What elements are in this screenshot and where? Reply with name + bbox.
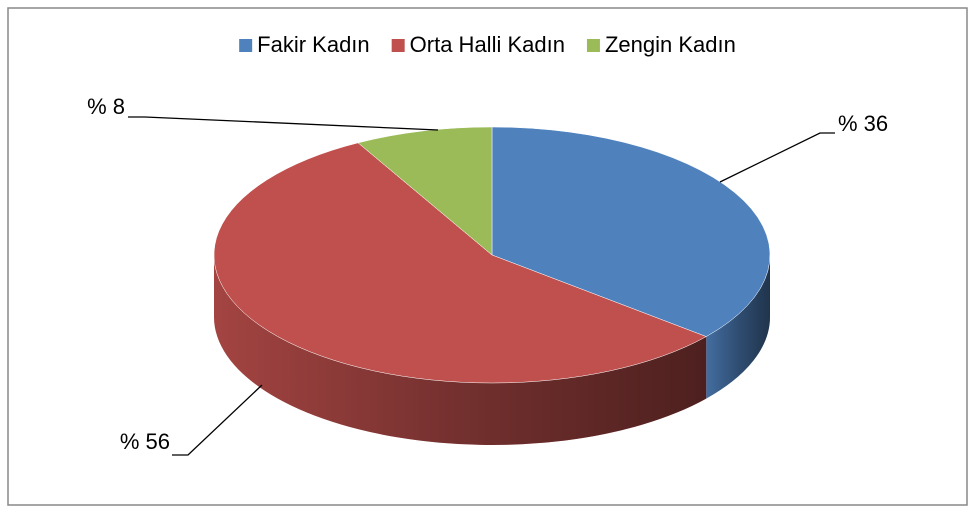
legend-swatch [586,39,600,52]
slice [357,126,493,256]
legend-label: Fakir Kadın [257,32,370,57]
slice-side-shade [214,255,707,446]
slice [491,126,771,337]
data-label: % 8 [87,94,125,119]
data-label: % 36 [838,111,888,136]
slice [213,142,707,384]
legend-label: Zengin Kadın [605,32,736,57]
legend-swatch [239,39,253,52]
leader-line [172,384,263,456]
slice-side-shade [706,255,770,399]
leader-line [128,116,439,131]
pie [213,126,771,446]
legend-swatch [391,39,405,52]
data-label: % 56 [120,429,170,454]
leader-line [719,132,835,183]
legend-label: Orta Halli Kadın [410,32,565,57]
